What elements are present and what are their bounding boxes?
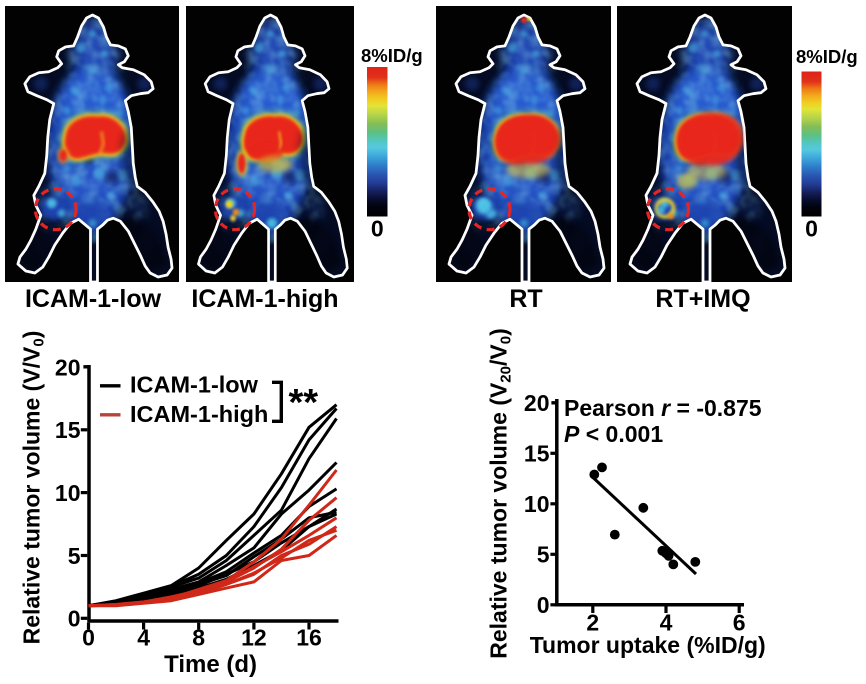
svg-text:5: 5 <box>68 543 81 569</box>
svg-text:ICAM-1-high: ICAM-1-high <box>191 285 338 313</box>
svg-text:ICAM-1-high: ICAM-1-high <box>130 401 268 427</box>
svg-text:ICAM-1-low: ICAM-1-low <box>25 285 162 313</box>
svg-text:Time (d): Time (d) <box>164 651 257 678</box>
svg-text:8%ID/g: 8%ID/g <box>796 46 858 67</box>
svg-text:RT+IMQ: RT+IMQ <box>655 285 750 313</box>
svg-text:P < 0.001: P < 0.001 <box>564 421 663 447</box>
svg-text:12: 12 <box>241 625 267 651</box>
svg-text:20: 20 <box>524 390 550 416</box>
svg-text:8%ID/g: 8%ID/g <box>361 45 423 66</box>
svg-text:0: 0 <box>82 625 95 651</box>
svg-text:8: 8 <box>192 625 205 651</box>
svg-text:Pearson r = -0.875: Pearson r = -0.875 <box>564 395 762 421</box>
svg-text:ICAM-1-low: ICAM-1-low <box>130 372 259 398</box>
svg-text:Relative tumor volume (V20/V0): Relative tumor volume (V20/V0) <box>486 328 515 659</box>
svg-text:0: 0 <box>371 216 384 242</box>
svg-text:0: 0 <box>68 606 81 632</box>
svg-text:Relative tumor volume (V/V0): Relative tumor volume (V/V0) <box>19 331 48 645</box>
svg-text:5: 5 <box>537 542 550 568</box>
svg-text:6: 6 <box>733 610 746 636</box>
svg-text:**: ** <box>289 382 319 424</box>
svg-text:2: 2 <box>586 610 599 636</box>
svg-text:15: 15 <box>55 417 81 443</box>
svg-text:0: 0 <box>537 592 550 618</box>
svg-text:10: 10 <box>55 480 81 506</box>
svg-text:RT: RT <box>509 285 542 313</box>
svg-text:Tumor uptake (%ID/g): Tumor uptake (%ID/g) <box>530 632 766 658</box>
svg-text:4: 4 <box>137 625 150 651</box>
svg-text:15: 15 <box>524 441 550 467</box>
svg-text:0: 0 <box>805 216 818 242</box>
svg-text:10: 10 <box>524 491 550 517</box>
svg-text:4: 4 <box>660 610 673 636</box>
svg-text:16: 16 <box>296 625 322 651</box>
svg-text:20: 20 <box>55 354 81 380</box>
